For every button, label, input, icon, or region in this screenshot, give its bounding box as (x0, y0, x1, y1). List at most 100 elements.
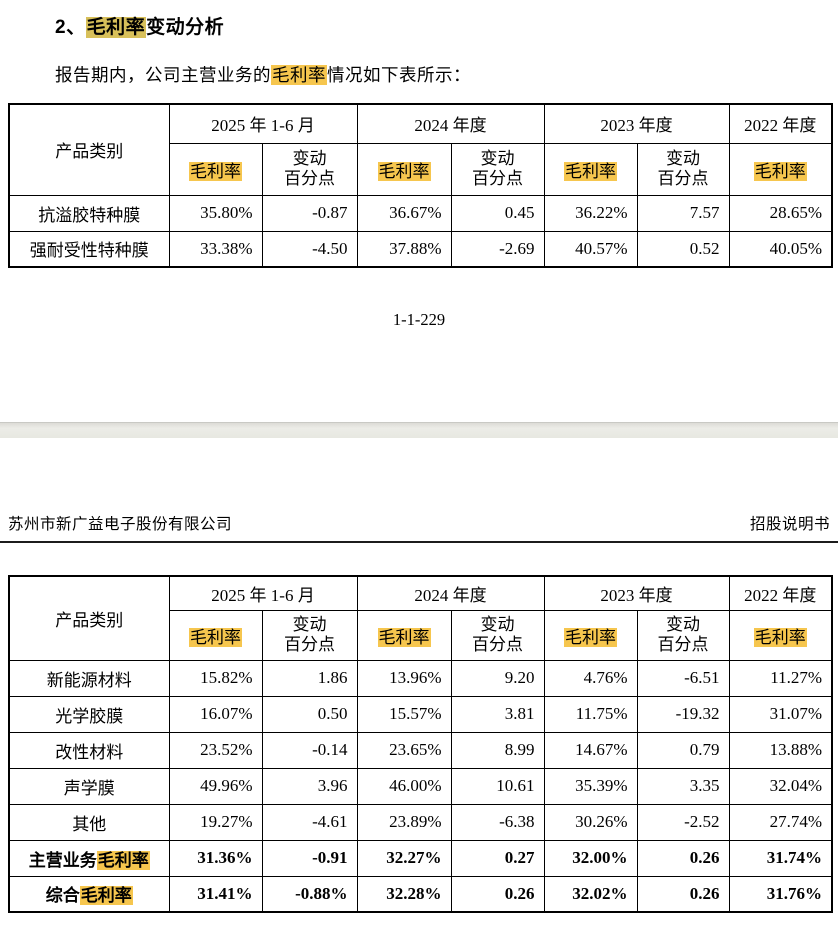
intro-paragraph: 报告期内，公司主营业务的毛利率情况如下表所示： (55, 62, 471, 87)
value-cell: 19.27% (168, 803, 263, 841)
value-cell: 49.96% (168, 767, 263, 805)
gross-margin-highlight: 毛利率 (564, 161, 618, 181)
row-label: 声学膜 (8, 767, 170, 805)
value-cell: 35.80% (168, 194, 263, 232)
gross-margin-header: 毛利率 (728, 142, 833, 196)
page-separator-bar (0, 422, 838, 438)
change-pct-header: 变动 百分点 (636, 142, 730, 196)
value-cell: 37.88% (356, 230, 452, 268)
value-cell: -2.52 (636, 803, 730, 841)
value-cell: 28.65% (728, 194, 833, 232)
row-label: 其他 (8, 803, 170, 841)
change-pct-header: 变动 百分点 (261, 609, 358, 661)
gross-margin-highlight: 毛利率 (189, 161, 242, 181)
value-cell: 13.88% (728, 731, 833, 769)
value-cell: -0.88% (261, 875, 358, 913)
value-cell: 23.65% (356, 731, 452, 769)
table-row: 抗溢胶特种膜 35.80% -0.87 36.67% 0.45 36.22% 7… (8, 194, 833, 232)
gross-margin-table-1: 产品类别 2025 年 1-6 月 2024 年度 2023 年度 2022 年… (8, 103, 834, 268)
value-cell: 0.45 (450, 194, 545, 232)
value-cell: 32.04% (728, 767, 833, 805)
value-cell: 0.26 (636, 875, 730, 913)
value-cell: -4.61 (261, 803, 358, 841)
value-cell: 15.57% (356, 695, 452, 733)
heading-rest: 变动分析 (146, 17, 225, 38)
change-pct-header: 变动 百分点 (450, 609, 545, 661)
value-cell: 0.27 (450, 839, 545, 877)
value-cell: 40.57% (543, 230, 638, 268)
value-cell: 7.57 (636, 194, 730, 232)
gross-margin-header: 毛利率 (356, 609, 452, 661)
period-header-2022: 2022 年度 (728, 103, 833, 144)
period-header-2023: 2023 年度 (543, 103, 730, 144)
value-cell: 27.74% (728, 803, 833, 841)
change-pct-header: 变动 百分点 (450, 142, 545, 196)
change-line1: 变动 (292, 614, 327, 634)
table-header-year-row: 产品类别 2025 年 1-6 月 2024 年度 2023 年度 2022 年… (8, 103, 833, 196)
section-number: 2、 (55, 17, 86, 38)
table-header-year-row: 产品类别 2025 年 1-6 月 2024 年度 2023 年度 2022 年… (8, 575, 833, 661)
value-cell: -6.38 (450, 803, 545, 841)
intro-pre: 报告期内，公司主营业务的 (55, 65, 271, 85)
value-cell: 15.82% (168, 659, 263, 697)
change-line2: 百分点 (657, 169, 709, 188)
period-header-2025: 2025 年 1-6 月 (168, 103, 358, 144)
value-cell: 14.67% (543, 731, 638, 769)
row-label-highlight: 毛利率 (96, 850, 150, 870)
value-cell: 36.67% (356, 194, 452, 232)
gross-margin-header: 毛利率 (543, 142, 638, 196)
value-cell: 3.81 (450, 695, 545, 733)
table-header-sub-row: 毛利率 变动 百分点 毛利率 变动 百分点 毛利率 变动 百分点 毛利率 (9, 609, 833, 661)
value-cell: 32.28% (356, 875, 452, 913)
value-cell: 3.35 (636, 767, 730, 805)
page-number: 1-1-229 (392, 310, 446, 329)
value-cell: 32.02% (543, 875, 638, 913)
table-row: 光学胶膜 16.07% 0.50 15.57% 3.81 11.75% -19.… (8, 695, 833, 733)
value-cell: 0.79 (636, 731, 730, 769)
gross-margin-highlight: 毛利率 (377, 627, 431, 647)
row-label: 抗溢胶特种膜 (8, 194, 170, 232)
gross-margin-header: 毛利率 (168, 142, 263, 196)
value-cell: 3.96 (261, 767, 358, 805)
row-label: 主营业务毛利率 (8, 839, 170, 877)
change-line1: 变动 (666, 148, 701, 168)
value-cell: -4.50 (261, 230, 358, 268)
change-pct-header: 变动 百分点 (261, 142, 358, 196)
value-cell: -0.87 (261, 194, 358, 232)
value-cell: 35.39% (543, 767, 638, 805)
heading-highlight: 毛利率 (85, 17, 147, 38)
change-line2: 百分点 (657, 635, 709, 654)
table-row: 声学膜 49.96% 3.96 46.00% 10.61 35.39% 3.35… (8, 767, 833, 805)
gross-margin-highlight: 毛利率 (377, 161, 431, 181)
value-cell: 4.76% (543, 659, 638, 697)
value-cell: 0.26 (450, 875, 545, 913)
intro-highlight: 毛利率 (271, 65, 327, 85)
change-pct-header: 变动 百分点 (636, 609, 730, 661)
value-cell: 16.07% (168, 695, 263, 733)
value-cell: 0.50 (261, 695, 358, 733)
change-line1: 变动 (480, 148, 515, 168)
value-cell: 13.96% (356, 659, 452, 697)
value-cell: 31.41% (168, 875, 263, 913)
period-header-2025: 2025 年 1-6 月 (168, 575, 358, 611)
product-category-header: 产品类别 (8, 103, 170, 196)
value-cell: 11.75% (543, 695, 638, 733)
value-cell: 46.00% (356, 767, 452, 805)
table-row-overall-total: 综合毛利率 31.41% -0.88% 32.28% 0.26 32.02% 0… (8, 875, 833, 913)
value-cell: 9.20 (450, 659, 545, 697)
value-cell: 23.52% (168, 731, 263, 769)
gross-margin-highlight: 毛利率 (564, 627, 618, 647)
value-cell: -19.32 (636, 695, 730, 733)
change-line2: 百分点 (284, 169, 335, 188)
gross-margin-highlight: 毛利率 (189, 627, 242, 647)
gross-margin-table-2: 产品类别 2025 年 1-6 月 2024 年度 2023 年度 2022 年… (8, 575, 834, 913)
row-label-highlight: 毛利率 (79, 886, 133, 906)
change-line1: 变动 (480, 614, 515, 634)
value-cell: 1.86 (261, 659, 358, 697)
gross-margin-header: 毛利率 (356, 142, 452, 196)
value-cell: 23.89% (356, 803, 452, 841)
value-cell: 33.38% (168, 230, 263, 268)
period-header-2023: 2023 年度 (543, 575, 730, 611)
table-row: 其他 19.27% -4.61 23.89% -6.38 30.26% -2.5… (8, 803, 833, 841)
row-label: 强耐受性特种膜 (8, 230, 170, 268)
